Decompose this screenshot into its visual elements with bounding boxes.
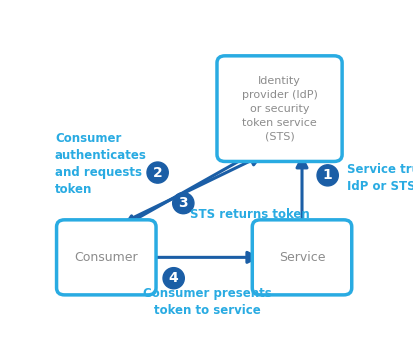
Text: Identity
provider (IdP)
or security
token service
(STS): Identity provider (IdP) or security toke…: [241, 76, 317, 142]
FancyBboxPatch shape: [252, 220, 351, 295]
FancyBboxPatch shape: [216, 56, 341, 161]
Text: 1: 1: [322, 168, 332, 182]
Ellipse shape: [172, 192, 193, 214]
FancyBboxPatch shape: [57, 220, 156, 295]
Text: Service: Service: [278, 251, 325, 264]
Text: 3: 3: [178, 196, 188, 210]
Text: 2: 2: [152, 166, 162, 179]
Text: 4: 4: [169, 271, 178, 285]
Ellipse shape: [147, 162, 168, 183]
Text: Consumer: Consumer: [74, 251, 138, 264]
Text: STS returns token: STS returns token: [189, 208, 309, 221]
Text: Service trusts
IdP or STS: Service trusts IdP or STS: [346, 163, 413, 193]
Ellipse shape: [316, 165, 337, 186]
Text: Consumer
authenticates
and requests
token: Consumer authenticates and requests toke…: [55, 132, 147, 196]
Text: Consumer presents
token to service: Consumer presents token to service: [142, 287, 271, 317]
Ellipse shape: [163, 268, 184, 289]
